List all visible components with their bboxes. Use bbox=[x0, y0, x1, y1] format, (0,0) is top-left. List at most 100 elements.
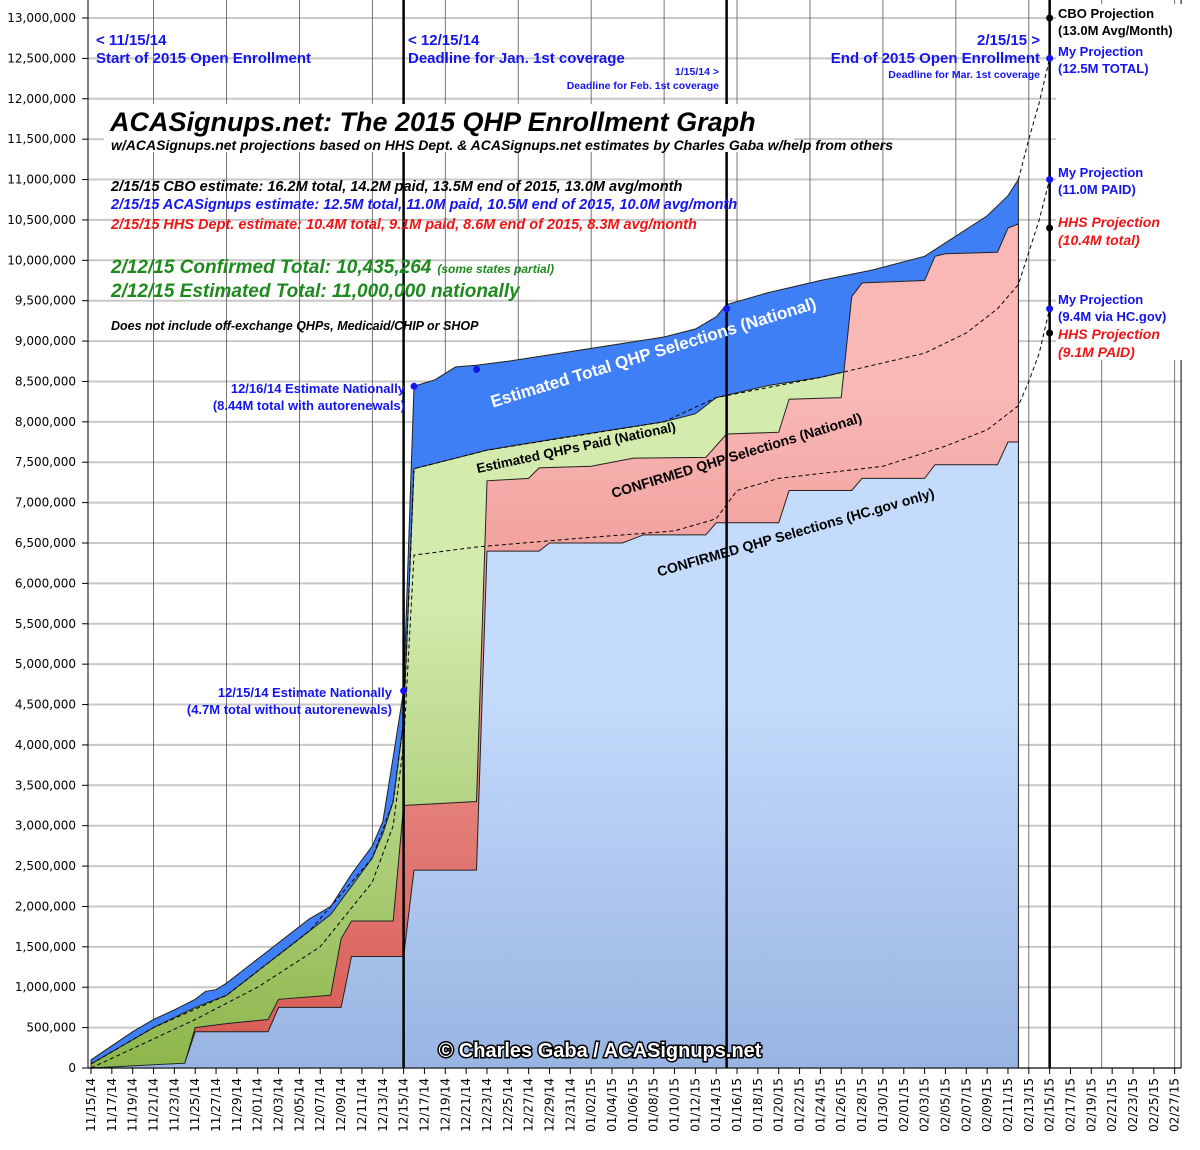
y-tick-label: 1,500,000 bbox=[15, 940, 76, 954]
dec15-estimate-label: 12/15/14 Estimate Nationally bbox=[218, 685, 393, 700]
x-tick-label: 11/27/14 bbox=[209, 1078, 223, 1132]
y-tick-label: 3,500,000 bbox=[15, 778, 76, 792]
y-tick-label: 5,500,000 bbox=[15, 617, 76, 631]
my-projection-total-value: (12.5M TOTAL) bbox=[1058, 61, 1149, 76]
title-bg bbox=[104, 104, 794, 152]
aca-estimate: 2/15/15 ACASignups estimate: 12.5M total… bbox=[110, 197, 737, 213]
y-tick-label: 0 bbox=[68, 1061, 76, 1075]
x-tick-label: 11/21/14 bbox=[147, 1078, 161, 1132]
my-projection-paid-label: My Projection bbox=[1058, 165, 1143, 180]
confirmed-note: (some states partial) bbox=[437, 262, 554, 276]
y-tick-label: 7,000,000 bbox=[15, 496, 76, 510]
jan-deadline-label: Deadline for Feb. 1st coverage bbox=[567, 80, 719, 92]
x-tick-label: 02/17/15 bbox=[1063, 1078, 1077, 1132]
x-tick-label: 01/14/15 bbox=[709, 1078, 723, 1132]
my-projection-paid-value: (11.0M PAID) bbox=[1058, 182, 1136, 197]
x-tick-label: 01/10/15 bbox=[668, 1078, 682, 1132]
dec-deadline-label: Deadline for Jan. 1st coverage bbox=[408, 50, 625, 67]
x-tick-label: 12/31/14 bbox=[563, 1078, 577, 1132]
x-tick-label: 12/15/14 bbox=[397, 1078, 411, 1132]
y-tick-label: 11,000,000 bbox=[7, 173, 76, 187]
feb-sub-label: Deadline for Mar. 1st coverage bbox=[888, 69, 1040, 81]
x-tick-label: 12/07/14 bbox=[313, 1078, 327, 1132]
y-tick-label: 8,000,000 bbox=[15, 415, 76, 429]
dec16-estimate-detail: (8.44M total with autorenewals) bbox=[213, 398, 405, 413]
hhs-projection-total-value: (10.4M total) bbox=[1058, 232, 1140, 248]
y-tick-label: 3,000,000 bbox=[15, 819, 76, 833]
x-tick-label: 01/02/15 bbox=[584, 1078, 598, 1132]
y-tick-label: 1,000,000 bbox=[15, 980, 76, 994]
y-tick-label: 11,500,000 bbox=[7, 132, 76, 146]
x-tick-label: 02/13/15 bbox=[1022, 1078, 1036, 1132]
projection-labels-bg bbox=[1056, 4, 1184, 360]
markers bbox=[400, 14, 1054, 695]
x-tick-label: 01/12/15 bbox=[688, 1078, 702, 1132]
y-tick-label: 10,000,000 bbox=[7, 253, 76, 267]
y-tick-label: 12,000,000 bbox=[7, 92, 76, 106]
x-tick-label: 12/01/14 bbox=[251, 1078, 265, 1132]
dec15-estimate-detail: (4.7M total without autorenewals) bbox=[187, 702, 392, 717]
disclaimer: Does not include off-exchange QHPs, Medi… bbox=[111, 319, 479, 333]
x-tick-label: 02/07/15 bbox=[959, 1078, 973, 1132]
x-tick-label: 02/09/15 bbox=[980, 1078, 994, 1132]
x-tick-label: 11/19/14 bbox=[126, 1078, 140, 1132]
hhs-projection-total-label: HHS Projection bbox=[1058, 214, 1160, 230]
x-tick-label: 12/03/14 bbox=[272, 1078, 286, 1132]
x-tick-label: 02/15/15 bbox=[1043, 1078, 1057, 1132]
y-tick-label: 2,000,000 bbox=[15, 899, 76, 913]
x-tick-label: 12/13/14 bbox=[376, 1078, 390, 1132]
chart-subtitle: w/ACASignups.net projections based on HH… bbox=[111, 137, 893, 153]
x-tick-label: 12/05/14 bbox=[292, 1078, 306, 1132]
cbo-projection-label: CBO Projection bbox=[1058, 6, 1154, 21]
y-tick-label: 2,500,000 bbox=[15, 859, 76, 873]
cbo-projection-value: (13.0M Avg/Month) bbox=[1058, 23, 1173, 38]
x-tick-label: 01/16/15 bbox=[730, 1078, 744, 1132]
x-tick-label: 01/22/15 bbox=[793, 1078, 807, 1132]
y-tick-label: 12,500,000 bbox=[7, 51, 76, 65]
x-tick-label: 11/25/14 bbox=[188, 1078, 202, 1132]
x-tick-label: 01/08/15 bbox=[647, 1078, 661, 1132]
data-point-marker bbox=[1046, 14, 1054, 22]
x-tick-label: 02/25/15 bbox=[1147, 1078, 1161, 1132]
y-tick-label: 7,500,000 bbox=[15, 455, 76, 469]
x-tick-label: 02/23/15 bbox=[1126, 1078, 1140, 1132]
x-tick-label: 02/01/15 bbox=[897, 1078, 911, 1132]
jan-deadline-date: 1/15/14 > bbox=[675, 66, 719, 78]
start-label: Start of 2015 Open Enrollment bbox=[96, 50, 311, 67]
y-tick-label: 6,000,000 bbox=[15, 576, 76, 590]
x-tick-label: 01/24/15 bbox=[813, 1078, 827, 1132]
x-tick-label: 01/06/15 bbox=[626, 1078, 640, 1132]
y-tick-label: 5,000,000 bbox=[15, 657, 76, 671]
dec-deadline-date: < 12/15/14 bbox=[408, 32, 480, 49]
x-tick-label: 11/23/14 bbox=[167, 1078, 181, 1132]
data-point-marker bbox=[1046, 305, 1054, 313]
cbo-estimate: 2/15/15 CBO estimate: 16.2M total, 14.2M… bbox=[110, 179, 682, 195]
x-tick-label: 02/11/15 bbox=[1001, 1078, 1015, 1132]
x-tick-label: 01/28/15 bbox=[855, 1078, 869, 1132]
x-tick-label: 12/29/14 bbox=[542, 1078, 556, 1132]
data-point-marker bbox=[1046, 329, 1054, 337]
data-point-marker bbox=[1046, 176, 1054, 184]
x-tick-label: 01/18/15 bbox=[751, 1078, 765, 1132]
x-tick-label: 12/11/14 bbox=[355, 1078, 369, 1132]
areas bbox=[90, 177, 1019, 1069]
x-tick-label: 12/19/14 bbox=[438, 1078, 452, 1132]
y-tick-label: 8,500,000 bbox=[15, 374, 76, 388]
hhs-projection-paid-value: (9.1M PAID) bbox=[1058, 344, 1135, 360]
hhs-estimate: 2/15/15 HHS Dept. estimate: 10.4M total,… bbox=[110, 217, 697, 233]
x-tick-label: 01/04/15 bbox=[605, 1078, 619, 1132]
axes: 0 500,000 1,000,000 1,500,000 2,000,000 2,500… bbox=[7, 0, 1182, 1132]
dashed-line-paid-projection bbox=[90, 179, 1051, 1065]
area-hcgov bbox=[90, 441, 1019, 1069]
x-tick-label: 01/26/15 bbox=[834, 1078, 848, 1132]
y-tick-label: 6,500,000 bbox=[15, 536, 76, 550]
my-projection-hcgov-value: (9.4M via HC.gov) bbox=[1058, 309, 1166, 324]
x-tick-label: 12/17/14 bbox=[417, 1078, 431, 1132]
estimated-total: 2/12/15 Estimated Total: 11,000,000 nati… bbox=[110, 281, 521, 302]
y-tick-label: 9,500,000 bbox=[15, 294, 76, 308]
data-point-marker bbox=[723, 305, 731, 313]
data-point-marker bbox=[473, 365, 481, 373]
x-tick-label: 02/19/15 bbox=[1084, 1078, 1098, 1132]
x-tick-label: 11/17/14 bbox=[105, 1078, 119, 1132]
